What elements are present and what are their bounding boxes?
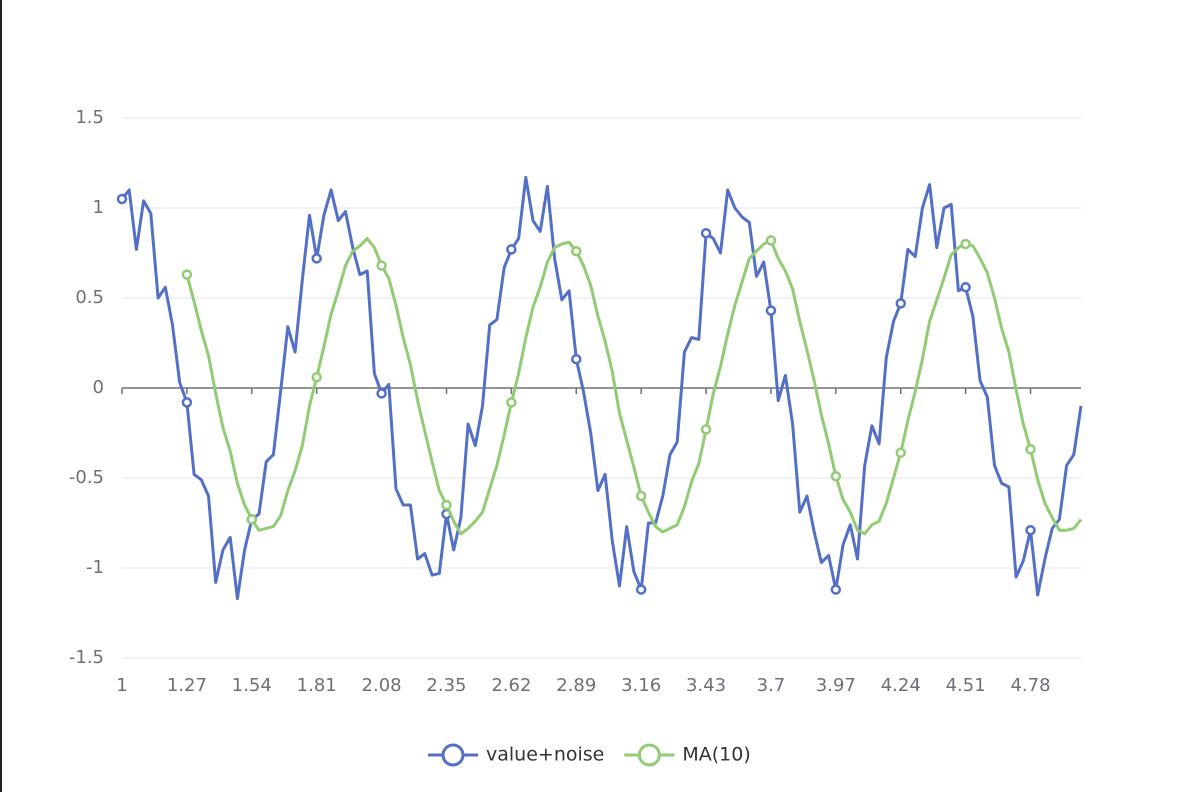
point — [895, 447, 906, 459]
y-tick-label: 0 — [93, 377, 104, 398]
x-tick-label: 4.78 — [1010, 675, 1050, 696]
point — [181, 269, 193, 280]
x-tick-label: 1 — [116, 675, 127, 696]
y-tick-label: -1.5 — [69, 647, 104, 668]
point — [960, 281, 971, 293]
y-tick-label: 1.5 — [75, 107, 104, 128]
point — [635, 490, 647, 502]
series-line — [120, 175, 1083, 601]
point — [506, 244, 517, 255]
point — [830, 584, 842, 595]
legend-label: value+noise — [486, 744, 604, 766]
point — [1025, 524, 1036, 536]
legend-label: MA(10) — [682, 744, 750, 766]
point — [571, 353, 582, 365]
point — [181, 397, 193, 408]
x-tick-label: 3.43 — [686, 675, 726, 696]
point — [700, 227, 712, 239]
point — [376, 260, 387, 271]
point — [246, 514, 258, 525]
point — [895, 298, 906, 309]
x-tick-label: 3.16 — [621, 675, 661, 696]
x-tick-label: 2.62 — [491, 675, 531, 696]
x-tick-label: 3.7 — [757, 675, 786, 696]
x-tick-label: 1.81 — [297, 675, 337, 696]
x-tick-label: 4.24 — [881, 675, 921, 696]
point — [116, 193, 128, 205]
point — [700, 424, 712, 435]
x-tick-label: 2.08 — [362, 675, 402, 696]
point — [1025, 443, 1036, 455]
x-tick-label: 3.97 — [816, 675, 856, 696]
legend-icon — [637, 743, 661, 767]
point — [765, 235, 777, 246]
point — [830, 470, 842, 482]
x-tick-label: 1.54 — [232, 675, 272, 696]
point — [635, 584, 647, 595]
point — [441, 499, 452, 511]
y-tick-label: 0.5 — [75, 287, 104, 308]
point — [376, 388, 387, 399]
point — [765, 305, 777, 316]
y-tick-label: -0.5 — [69, 467, 104, 488]
x-tick-label: 4.51 — [946, 675, 986, 696]
y-tick-label: -1 — [86, 557, 104, 578]
x-tick-label: 2.89 — [556, 675, 596, 696]
y-tick-label: 1 — [93, 197, 104, 218]
x-tick-label: 1.27 — [167, 675, 207, 696]
series-line — [185, 237, 1083, 536]
point — [506, 397, 517, 408]
point — [311, 371, 322, 383]
point — [311, 253, 322, 264]
point — [571, 245, 582, 257]
x-tick-label: 2.35 — [426, 675, 466, 696]
point — [960, 238, 971, 250]
legend-icon — [441, 743, 465, 767]
